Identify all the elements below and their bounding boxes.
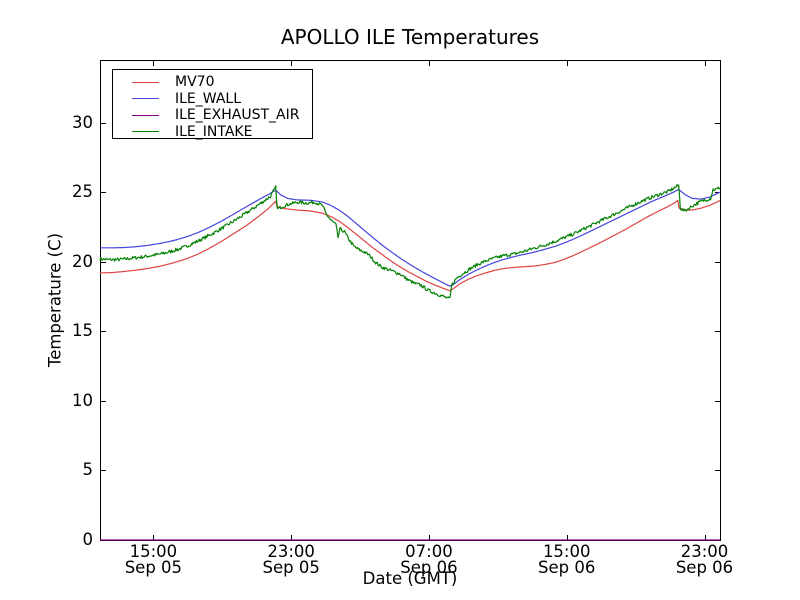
legend-label: ILE_INTAKE xyxy=(175,123,253,140)
x-tick-date: Sep 06 xyxy=(400,558,458,577)
y-tick-label: 15 xyxy=(72,321,93,341)
x-tick-time: 23:00 xyxy=(680,542,729,561)
legend-label: ILE_WALL xyxy=(175,90,242,107)
x-tick-date: Sep 05 xyxy=(124,558,183,577)
x-tick-label: 15:00 Sep 06 xyxy=(507,542,627,577)
legend-item: ILE_INTAKE xyxy=(113,124,312,141)
series-line-mv70 xyxy=(99,199,721,292)
series-line-ile_wall xyxy=(100,188,721,287)
series-line-ile_intake xyxy=(99,184,721,299)
chart-title: APOLLO ILE Temperatures xyxy=(280,25,540,49)
x-tick-label: 15:00 Sep 05 xyxy=(93,542,213,577)
x-tick-date: Sep 06 xyxy=(538,558,596,577)
legend-line-swatch xyxy=(132,98,159,100)
legend-label: MV70 xyxy=(175,74,215,91)
x-tick-label: 07:00 Sep 06 xyxy=(369,542,489,577)
x-tick-label: 23:00 Sep 06 xyxy=(645,542,765,577)
y-tick-label: 20 xyxy=(72,251,93,271)
x-tick-date: Sep 06 xyxy=(675,558,734,577)
x-tick-time: 23:00 xyxy=(267,542,315,561)
x-tick-time: 07:00 xyxy=(405,542,453,561)
legend: MV70 ILE_WALL ILE_EXHAUST_AIR ILE_INTAKE xyxy=(112,69,313,139)
y-tick-label: 30 xyxy=(72,112,93,132)
y-tick-label: 5 xyxy=(82,460,94,480)
y-tick-label: 0 xyxy=(82,530,94,549)
legend-item: ILE_WALL xyxy=(113,91,312,108)
legend-line-swatch xyxy=(132,81,159,83)
legend-item: MV70 xyxy=(113,74,312,91)
x-tick-time: 15:00 xyxy=(542,542,591,561)
legend-item: ILE_EXHAUST_AIR xyxy=(113,107,312,124)
legend-line-swatch xyxy=(132,114,159,116)
legend-label: ILE_EXHAUST_AIR xyxy=(175,107,300,124)
x-tick-label: 23:00 Sep 05 xyxy=(231,542,351,577)
x-tick-date: Sep 05 xyxy=(262,558,320,577)
legend-line-swatch xyxy=(132,131,159,133)
y-tick-label: 25 xyxy=(72,182,93,202)
y-tick-label: 10 xyxy=(72,390,93,410)
x-tick-time: 15:00 xyxy=(129,542,178,561)
x-axis-label: Date (GMT) xyxy=(362,569,458,588)
